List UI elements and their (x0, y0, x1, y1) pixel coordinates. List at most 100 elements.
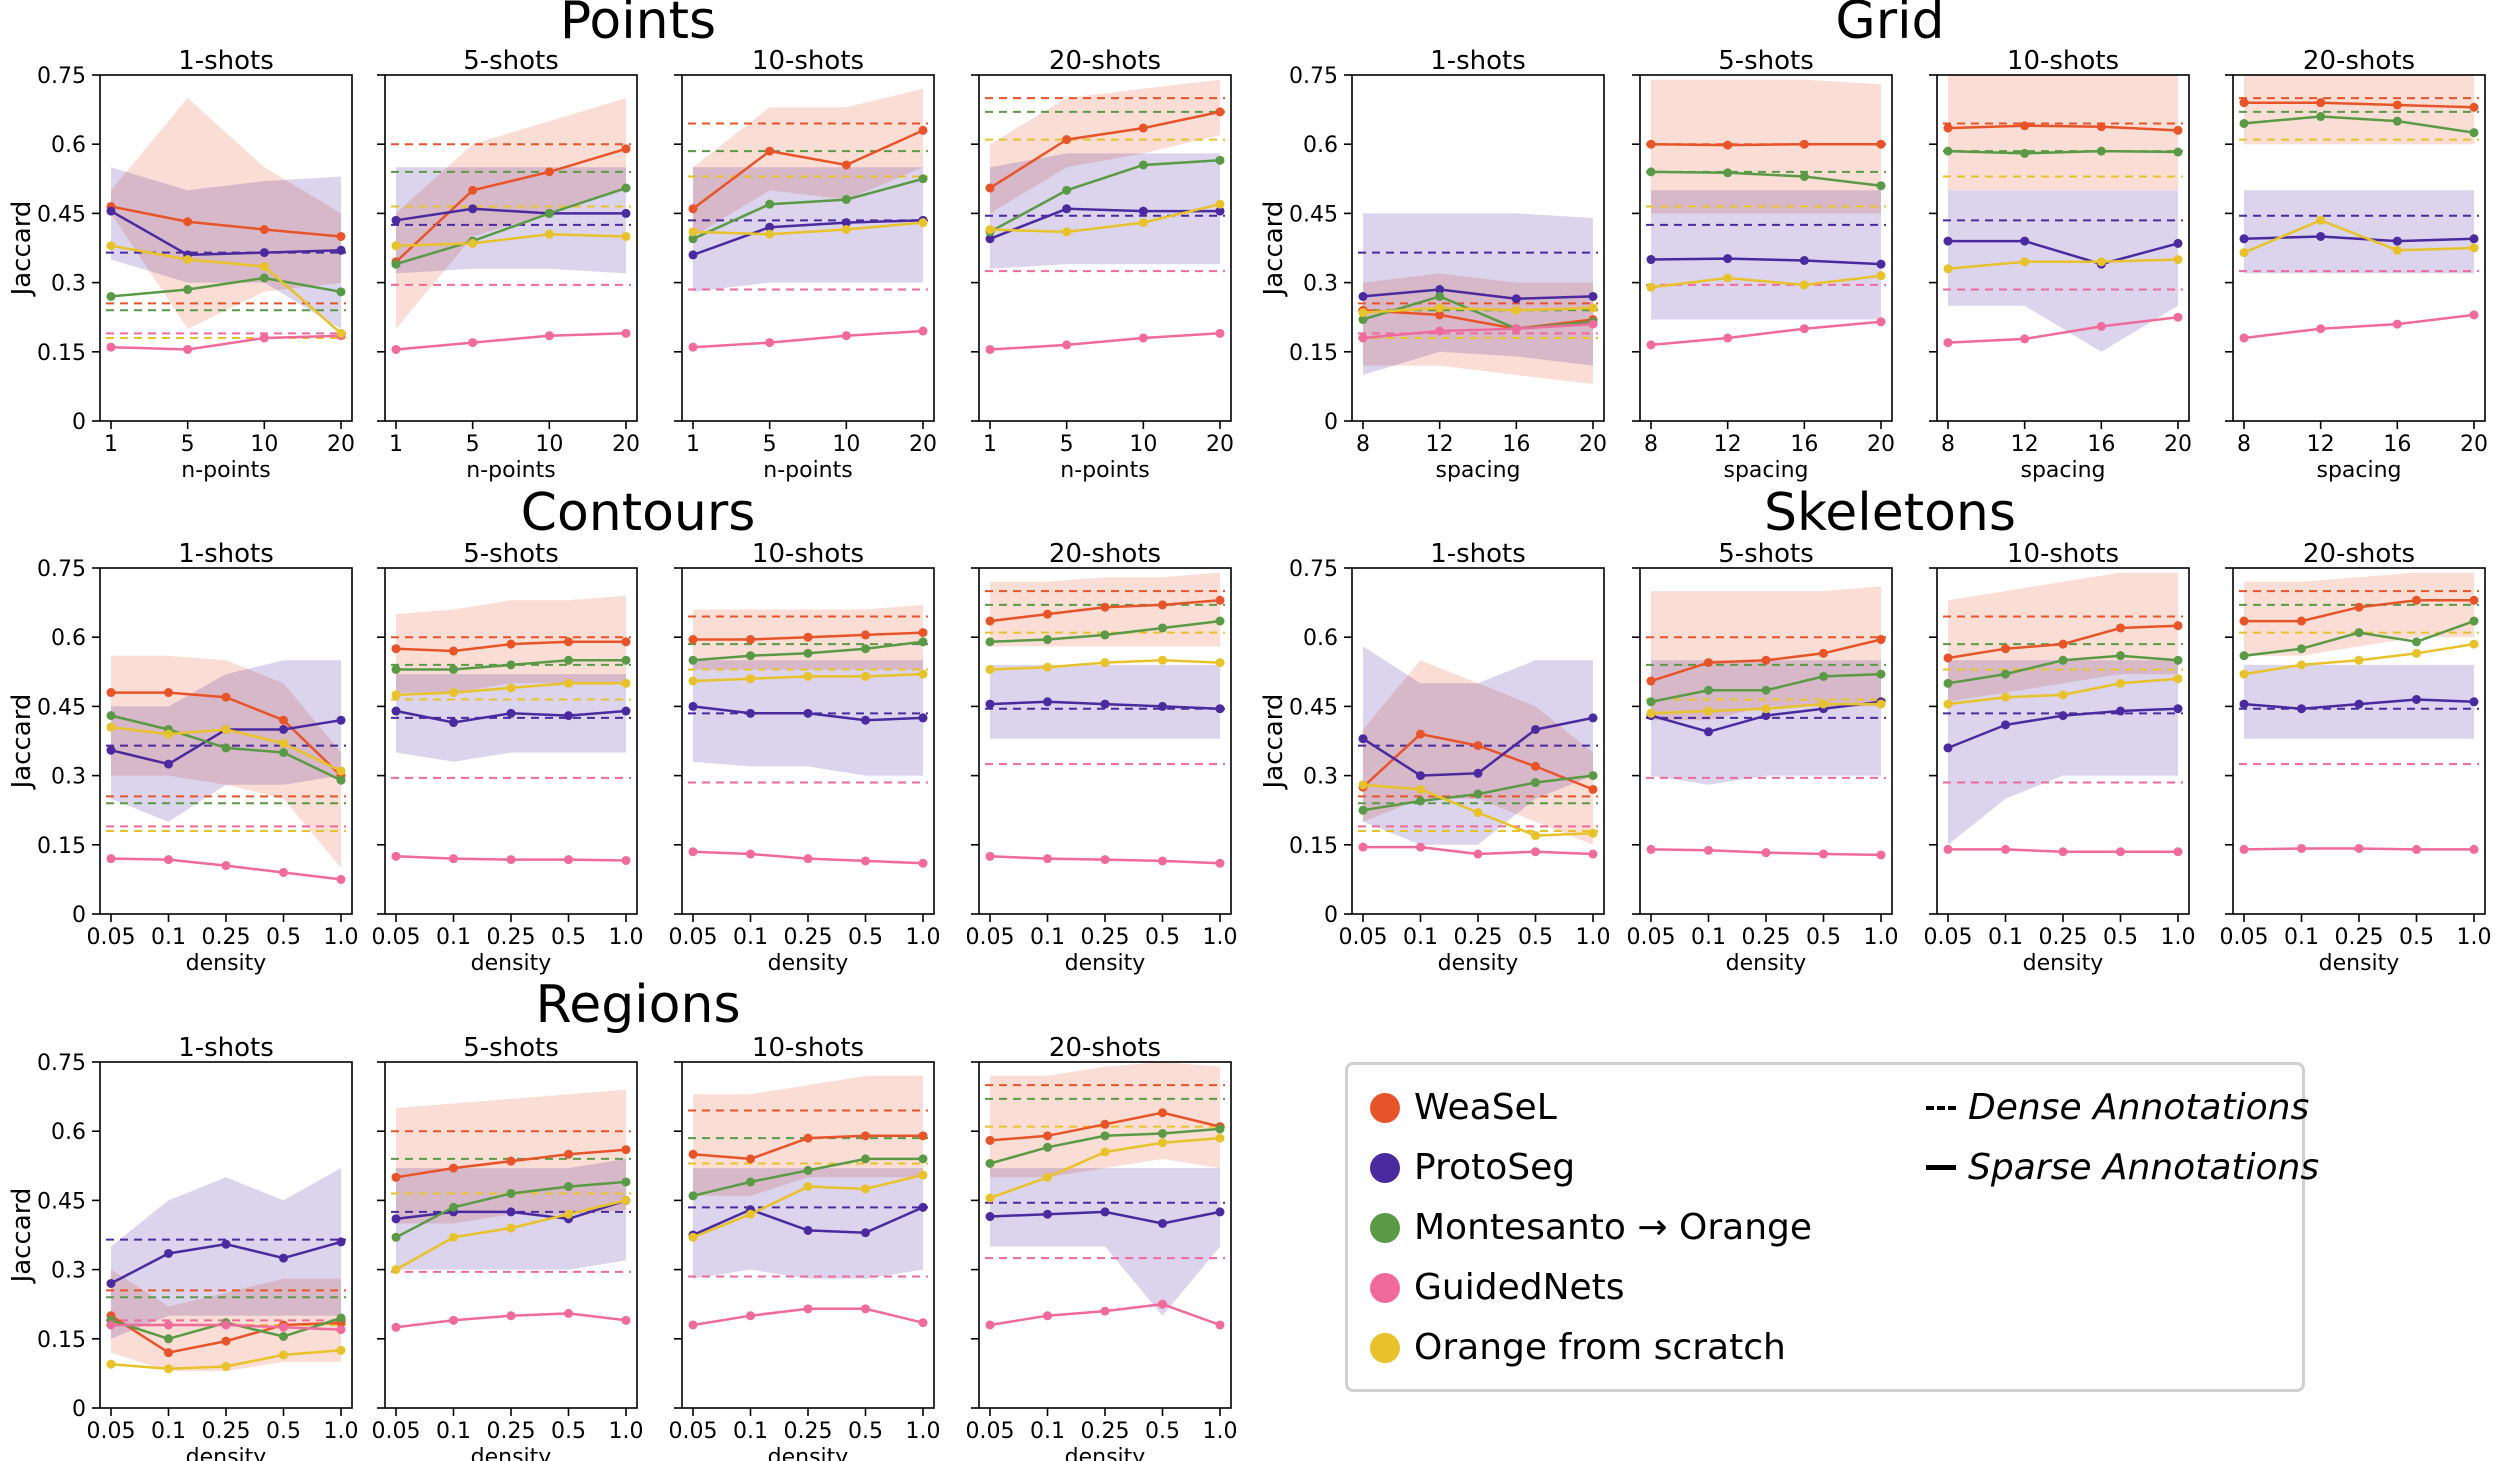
x-tick-label: 1 (686, 432, 700, 457)
data-point (1588, 828, 1598, 838)
confidence-band (693, 1168, 923, 1279)
data-point (2412, 694, 2421, 704)
series-line (692, 177, 924, 240)
x-tick-label: 1.0 (609, 1419, 644, 1444)
data-point (746, 1177, 755, 1187)
data-point (861, 856, 870, 866)
x-tick-label: 1.0 (609, 925, 644, 950)
data-point (468, 204, 478, 214)
y-tick-label: 0 (1324, 903, 1338, 928)
y-tick-label: 0.3 (1303, 272, 1338, 297)
legend: WeaSeL ProtoSeg Montesanto → Orange Guid… (1345, 1062, 2319, 1392)
data-point (106, 711, 116, 721)
data-point (985, 637, 995, 647)
data-point (1799, 139, 1809, 149)
data-point (2354, 602, 2364, 612)
x-tick-label: 1 (104, 432, 118, 457)
data-point (621, 183, 631, 193)
series-line (1947, 315, 2179, 344)
series-line (692, 129, 924, 210)
data-point (2297, 843, 2306, 853)
data-point (1704, 685, 1713, 695)
data-point (765, 229, 775, 239)
data-point (2096, 146, 2106, 156)
y-tick-label: 0 (72, 903, 86, 928)
data-point (1215, 206, 1225, 216)
data-point (861, 630, 870, 640)
data-point (164, 1348, 173, 1358)
data-point (164, 1248, 173, 1258)
data-point (1819, 699, 1828, 709)
x-axis-label: density (186, 951, 267, 976)
data-point (803, 648, 813, 658)
data-point (506, 683, 516, 693)
data-point (1799, 324, 1809, 334)
data-point (544, 229, 554, 239)
x-tick-label: 5 (763, 432, 777, 457)
y-tick-label: 0.15 (1289, 834, 1338, 859)
x-tick-label: 16 (2087, 432, 2115, 457)
data-point (1876, 850, 1886, 860)
series-line (692, 221, 924, 236)
x-tick-label: 20 (1579, 432, 1607, 457)
data-point (2058, 711, 2068, 721)
x-tick-label: 0.05 (1924, 925, 1973, 950)
data-point (1819, 648, 1828, 658)
data-point (2392, 100, 2402, 110)
panel-title: 10-shots (752, 539, 864, 569)
data-point (279, 1253, 288, 1263)
panel-title: 1-shots (178, 539, 274, 569)
data-point (2469, 243, 2479, 253)
x-tick-label: 1.0 (1203, 1419, 1238, 1444)
data-point (1531, 761, 1540, 771)
series-line (110, 210, 342, 257)
data-point (985, 1212, 995, 1222)
x-tick-label: 0.05 (669, 1419, 718, 1444)
panel-title: 5-shots (463, 1033, 559, 1063)
data-point (746, 708, 755, 718)
data-point (621, 655, 631, 665)
series-line (1947, 258, 2179, 271)
data-point (1062, 340, 1072, 350)
x-tick-label: 20 (2164, 432, 2192, 457)
data-point (221, 1361, 231, 1371)
confidence-band (111, 655, 341, 868)
x-axis-label: density (1065, 1445, 1146, 1461)
series-line (989, 207, 1220, 240)
chart-panel: 0.05 0.1 0.25 0.5 1.0 10-shots density (669, 539, 941, 976)
x-tick-label: 0.1 (1030, 925, 1065, 950)
x-tick-label: 16 (1502, 432, 1530, 457)
confidence-band (1948, 660, 2178, 845)
y-tick-label: 0.6 (51, 626, 86, 651)
x-tick-label: 0.5 (2103, 925, 2138, 950)
data-point (2001, 844, 2010, 854)
x-tick-label: 0.5 (848, 925, 883, 950)
panel-title: 20-shots (1049, 1033, 1161, 1063)
data-point (621, 208, 631, 218)
data-point (985, 664, 995, 674)
data-point (2173, 255, 2183, 265)
data-point (1100, 1131, 1110, 1141)
data-point (803, 1165, 813, 1175)
x-tick-label: 0.25 (487, 925, 536, 950)
data-point (336, 328, 346, 338)
data-point (985, 183, 995, 193)
x-tick-label: 0.05 (669, 925, 718, 950)
y-tick-label: 0.45 (1289, 695, 1338, 720)
data-point (765, 199, 775, 209)
data-point (449, 1232, 458, 1242)
series-line (989, 332, 1221, 351)
data-point (1704, 727, 1713, 737)
data-point (221, 692, 231, 702)
data-point (1358, 842, 1368, 852)
group-title-contours: Contours (521, 483, 756, 543)
data-point (1799, 171, 1809, 181)
x-tick-label: 0.05 (372, 925, 421, 950)
panel-title: 10-shots (2007, 539, 2119, 569)
data-point (2239, 616, 2249, 626)
data-point (336, 1313, 346, 1323)
y-tick-label: 0.6 (51, 1120, 86, 1145)
data-point (918, 326, 928, 336)
data-point (1761, 685, 1771, 695)
x-tick-label: 8 (1644, 432, 1658, 457)
